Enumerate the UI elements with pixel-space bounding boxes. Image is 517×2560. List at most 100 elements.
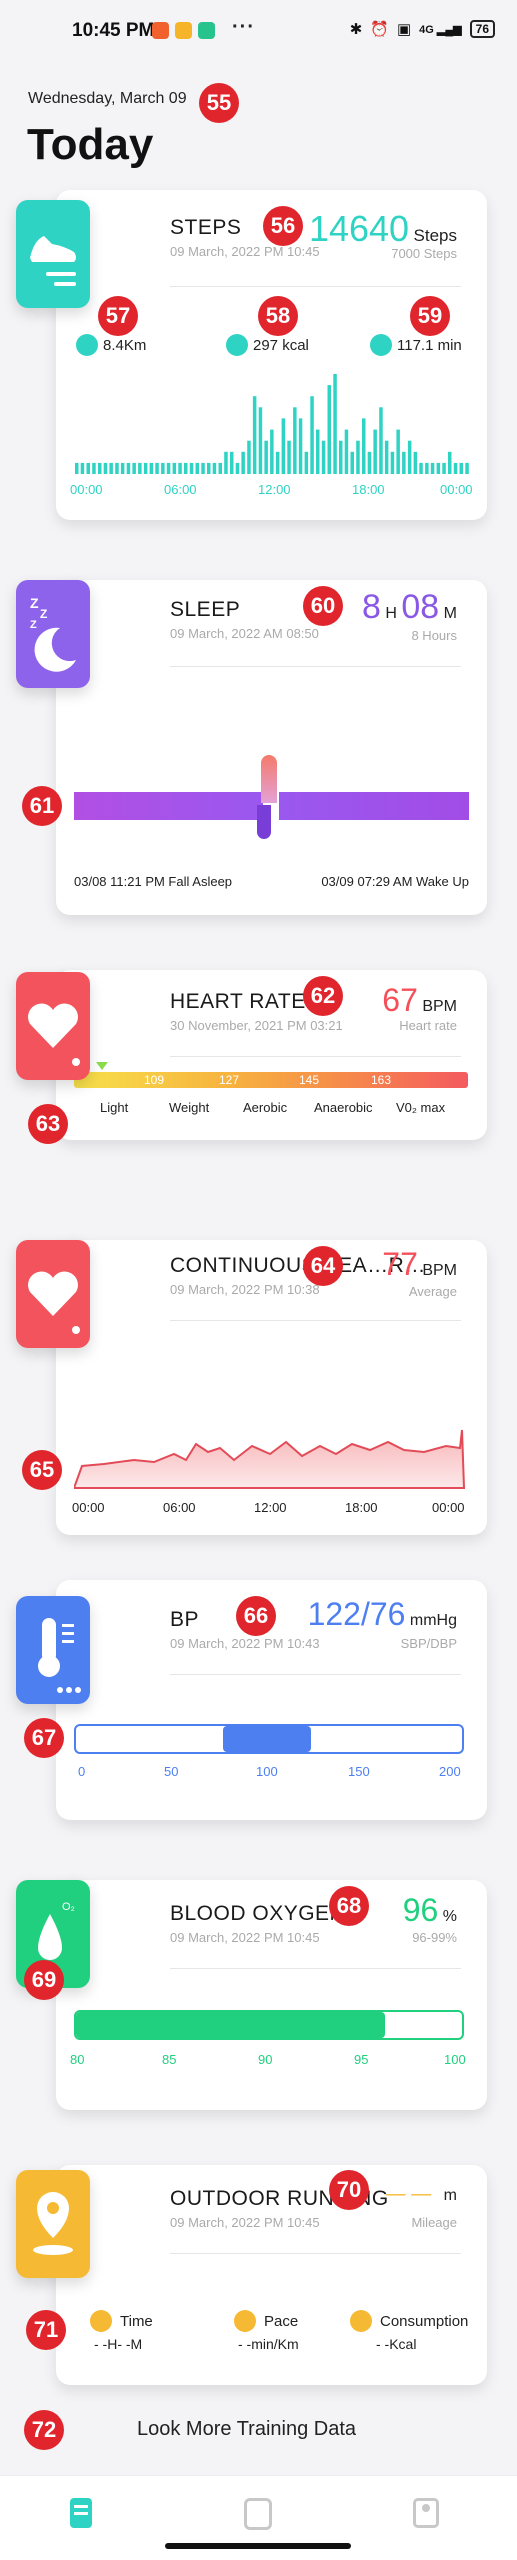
steps-bar [379,407,383,474]
steps-tile [16,200,90,308]
steps-bar-chart [75,374,469,474]
marker-72: 72 [24,2410,64,2450]
sleep-card[interactable]: SLEEP 09 March, 2022 AM 08:50 8 H 08 M 8… [56,580,487,915]
sleep-goal: 8 Hours [411,628,457,643]
running-time-value: - -H- -M [94,2336,143,2352]
battery-icon: 76 [469,20,495,38]
heart-rate-card[interactable]: HEART RATE 30 November, 2021 PM 03:21 67… [56,970,487,1140]
steps-bar [115,462,119,474]
heart-rate-title: HEART RATE [170,990,306,1013]
nav-profile-icon[interactable] [413,2498,439,2528]
marker-66: 66 [236,1596,276,1636]
svg-text:Z: Z [30,619,37,631]
steps-date: 09 March, 2022 PM 10:45 [170,244,320,259]
steps-bar [92,462,96,474]
zone-label: V0₂ max [396,1100,446,1115]
nav-device-watch-icon[interactable] [244,2498,272,2530]
steps-bar [275,451,280,474]
divider [170,2253,461,2254]
steps-bar [98,462,102,474]
bp-value: 122/76 [307,1596,406,1632]
marker-59: 59 [410,296,450,336]
marker-61: 61 [22,786,62,826]
running-time-label: Time [120,2312,153,2330]
steps-bar [384,440,389,474]
steps-goal: 7000 Steps [391,246,457,261]
oxygen-tick: 100 [444,2052,466,2067]
running-time: Time - -H- -M [90,2310,210,2352]
nav-today-icon[interactable] [70,2498,92,2528]
continuous-heart-rate-card[interactable]: CONTINUOUS HEA…R… 09 March, 2022 PM 10:3… [56,1240,487,1535]
status-time: 10:45 PM [72,20,155,41]
steps-card[interactable]: STEPS 09 March, 2022 PM 10:45 14640 Step… [56,190,487,520]
steps-bar [413,451,418,474]
steps-bar [120,462,125,474]
bp-tick: 50 [164,1764,179,1779]
steps-bar [109,462,113,474]
steps-bar [212,462,217,474]
steps-bar [230,451,234,474]
oxygen-fill [76,2012,385,2038]
bp-title: BP [170,1608,200,1631]
divider [170,1674,461,1675]
steps-bar [459,462,463,474]
steps-bar [419,462,423,474]
heart-icon [28,1003,80,1066]
home-indicator[interactable] [165,2543,351,2549]
blood-oxygen-sub: 96-99% [412,1930,457,1945]
steps-bar [390,451,395,474]
location-pin-icon [76,334,98,356]
steps-title: STEPS [170,216,242,239]
steps-bar [465,462,469,474]
continuous-hr-sub: Average [408,1284,457,1299]
svg-text:Z: Z [40,607,47,621]
steps-bar [132,462,136,474]
bluetooth-icon: ✱ [349,21,363,38]
steps-bar [430,462,435,474]
sleep-stage-bar-right [279,792,469,820]
steps-bar [402,451,406,474]
steps-bar [333,374,337,474]
hr-x-label: 06:00 [163,1500,196,1515]
marker-56: 56 [263,206,303,246]
steps-x-label: 00:00 [70,482,103,497]
moon-icon: Z Z Z [30,595,76,672]
steps-bar [373,429,377,474]
blood-oxygen-value-group: 96 % [403,1892,457,1929]
sleep-value-group: 8 H 08 M [362,588,457,627]
blood-oxygen-card[interactable]: BLOOD OXYGEN 09 March, 2022 PM 10:45 96 … [56,1880,487,2110]
bp-range-fill [222,1726,312,1752]
marker-65: 65 [22,1450,62,1490]
bp-tile [16,1596,90,1704]
running-consumption-value: - -Kcal [376,2336,417,2352]
steps-bar [86,462,90,474]
current-date: Wednesday, March 09 [28,90,187,107]
steps-bar [103,462,108,474]
look-more-training-data-link[interactable]: Look More Training Data [137,2418,357,2440]
zone-label: Weight [169,1100,210,1115]
steps-bar [218,462,222,474]
steps-bar [407,440,412,474]
steps-bar [362,418,366,474]
steps-bar [264,440,268,474]
sleep-tile: Z Z Z [16,580,90,688]
steps-bar [339,440,343,474]
hr-x-label: 12:00 [254,1500,287,1515]
flame-icon [350,2310,372,2332]
outdoor-running-card[interactable]: OUTDOOR RUNNING 09 March, 2022 PM 10:45 … [56,2165,487,2385]
steps-bar [258,407,263,474]
marker-67: 67 [24,1718,64,1758]
continuous-hr-unit: BPM [422,1262,457,1279]
steps-bar [270,429,274,474]
page-title: Today [27,120,154,169]
more-notifications-icon: ··· [232,16,255,38]
oxygen-tick: 85 [162,2052,177,2067]
steps-bar [321,440,326,474]
marker-64: 64 [303,1246,343,1286]
sim-icon: ▣ [396,21,412,38]
running-consumption-label: Consumption [380,2312,469,2330]
sleep-awake-segment [261,755,277,803]
app-notification-icon [152,22,169,39]
sleep-minutes: 08 [401,588,440,626]
svg-text:O₂: O₂ [62,1901,75,1913]
